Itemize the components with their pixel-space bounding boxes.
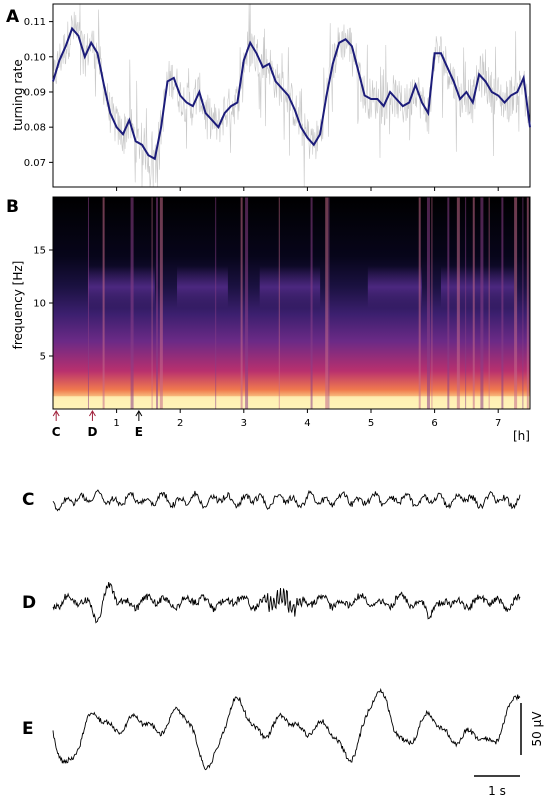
- scalebar-horizontal-label: 1 s: [488, 784, 506, 798]
- artifact-stripe: [426, 197, 430, 409]
- eeg-trace-c: [52, 489, 521, 512]
- marker-arrow-head: [52, 410, 60, 417]
- artifact-stripe: [102, 197, 105, 409]
- spindle-band-2: [177, 265, 228, 309]
- panel-b-xtick-label: 7: [495, 418, 501, 429]
- artifact-stripe: [488, 197, 490, 409]
- artifact-stripe: [526, 197, 529, 409]
- turning-rate-plot: 0.07 0.08 0.09 0.10 0.11 turning rate: [11, 3, 531, 191]
- panel-label-e: E: [22, 719, 34, 739]
- turning-rate-raw-line: [52, 3, 531, 188]
- panel-b-xtick-label: 6: [431, 418, 437, 429]
- panel-b-ytick-label: 15: [33, 246, 46, 257]
- artifact-stripe: [151, 197, 153, 409]
- marker-label-c: C: [52, 425, 61, 439]
- artifact-stripe: [278, 197, 280, 409]
- artifact-stripe: [480, 197, 484, 409]
- panel-b-xtick-label: 2: [177, 418, 183, 429]
- panel-a-ytick-label: 0.10: [24, 52, 46, 63]
- marker-arrow-head: [135, 410, 143, 417]
- spindle-band-1: [87, 265, 155, 309]
- panel-label-d: D: [22, 593, 36, 613]
- panel-a-ytick-label: 0.11: [24, 17, 46, 28]
- panel-b-xtick-label: 1: [113, 418, 119, 429]
- panel-a-frame: [52, 3, 531, 188]
- panel-a-ytick-label: 0.08: [24, 123, 46, 134]
- panel-label-c: C: [22, 490, 34, 510]
- artifact-stripe: [130, 197, 134, 409]
- artifact-stripe: [240, 197, 243, 409]
- artifact-stripe: [245, 197, 249, 409]
- artifact-stripe: [156, 197, 159, 409]
- spectrogram: 5 10 15 1 2 3 4 5 6 7 C D E frequency [Hz] [h]: [11, 196, 531, 443]
- spindle-band-4: [367, 265, 422, 309]
- artifact-stripe: [325, 197, 329, 409]
- spindle-band-3: [259, 265, 321, 309]
- panel-b-xtick-label: 5: [368, 418, 374, 429]
- artifact-stripe: [456, 197, 460, 409]
- panel-b-ytick-label: 10: [33, 299, 46, 310]
- artifact-stripe: [431, 197, 433, 409]
- artifact-stripe: [522, 197, 524, 409]
- artifact-stripe: [447, 197, 450, 409]
- artifact-stripe: [328, 197, 330, 409]
- panel-b-xtick-label: 3: [241, 418, 247, 429]
- panel-b-ylabel: frequency [Hz]: [11, 261, 25, 350]
- turning-rate-raw-trace: [52, 3, 531, 188]
- panel-a-ylabel: turning rate: [11, 59, 25, 130]
- panel-a-ytick-label: 0.07: [24, 158, 46, 169]
- eeg-trace-d: [52, 582, 521, 624]
- panel-label-a: A: [6, 7, 20, 27]
- artifact-stripe: [159, 197, 163, 409]
- turning-rate-smoothed-line: [52, 26, 531, 161]
- panel-b-xtick-label: 4: [304, 418, 310, 429]
- panel-a-ytick-label: 0.09: [24, 87, 46, 98]
- low-frequency-band: [53, 396, 530, 409]
- scalebar-vertical-label: 50 µV: [530, 711, 544, 747]
- artifact-stripe: [501, 197, 504, 409]
- artifact-stripe: [418, 197, 421, 409]
- panel-label-b: B: [6, 197, 19, 217]
- artifact-stripe: [514, 197, 518, 409]
- artifact-stripe: [87, 197, 89, 409]
- artifact-stripe: [465, 197, 467, 409]
- marker-arrow-head: [89, 410, 96, 417]
- marker-label-d: D: [87, 425, 97, 439]
- eeg-trace-e: [52, 687, 521, 771]
- marker-label-e: E: [135, 425, 143, 439]
- artifact-stripe: [310, 197, 313, 409]
- panel-b-ytick-label: 5: [40, 352, 46, 363]
- panel-b-xlabel: [h]: [513, 429, 530, 443]
- artifact-stripe: [472, 197, 475, 409]
- artifact-stripe: [215, 197, 217, 409]
